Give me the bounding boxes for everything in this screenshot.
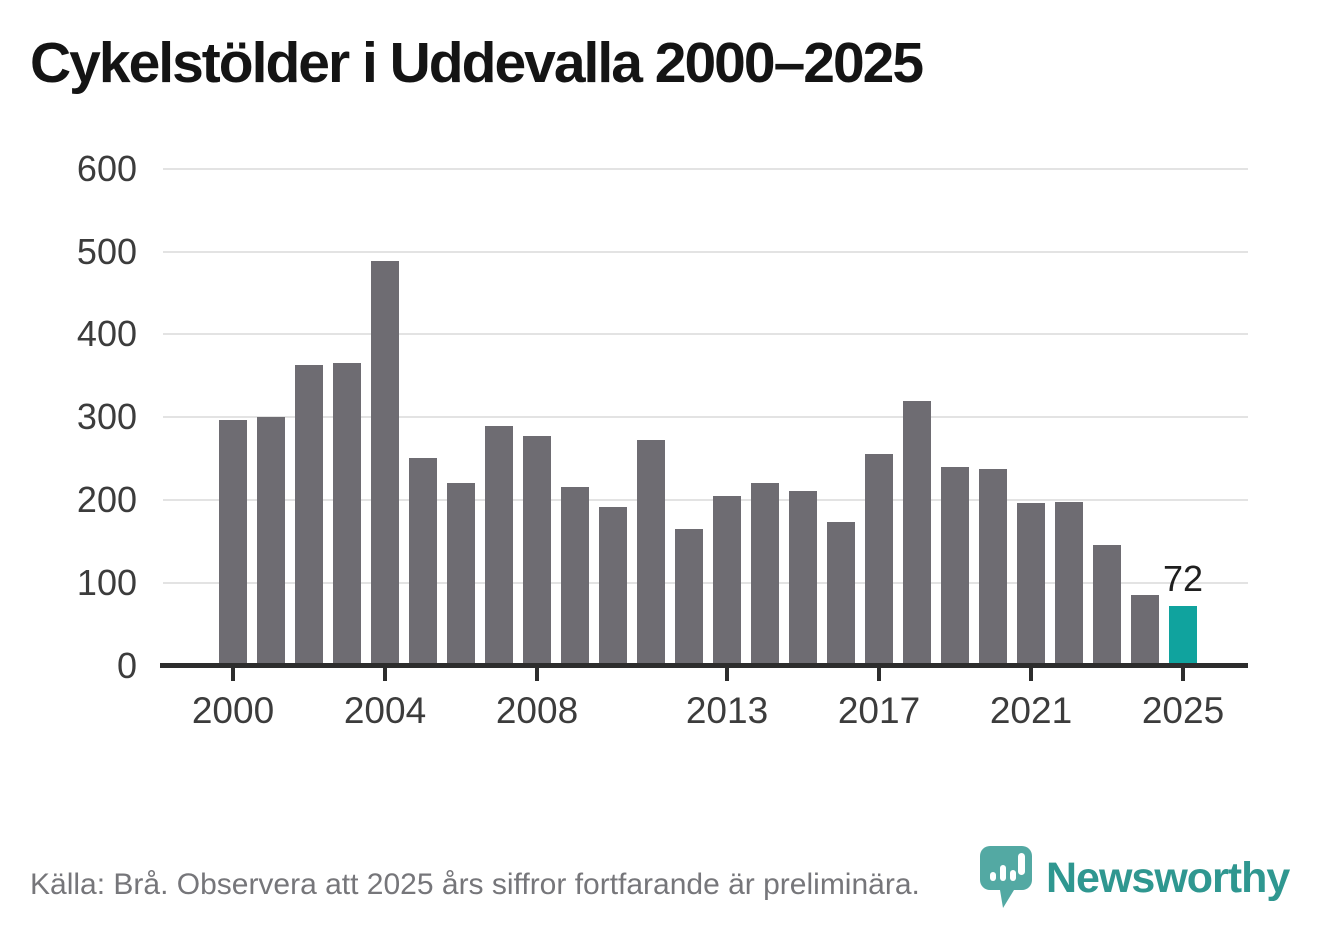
bar-2010 (599, 507, 627, 663)
bar-2003 (333, 362, 361, 663)
gridline-y-400 (163, 333, 1248, 336)
bar-2018 (903, 400, 931, 663)
bar-2016 (827, 522, 855, 663)
bar-2004 (371, 260, 399, 663)
bar-2000 (219, 419, 247, 663)
bar-2001 (257, 417, 285, 663)
gridline-y-500 (163, 250, 1248, 253)
x-axis-label-2004: 2004 (343, 690, 427, 731)
bar-2019 (941, 466, 969, 663)
y-axis-label-200: 200 (76, 478, 137, 520)
gridline-y-100 (163, 581, 1248, 584)
bar-2023 (1093, 545, 1121, 663)
y-axis-label-100: 100 (76, 561, 137, 603)
bar-2014 (751, 482, 779, 663)
bar-2015 (789, 490, 817, 663)
bar-2025 (1169, 605, 1197, 663)
y-axis-label-400: 400 (76, 313, 137, 355)
x-tick-2008 (535, 668, 539, 681)
x-axis-label-2000: 2000 (191, 690, 275, 731)
y-axis-label-500: 500 (76, 230, 137, 272)
gridline-y-200 (163, 498, 1248, 501)
bar-2005 (409, 457, 437, 663)
y-axis-label-0: 0 (116, 644, 137, 686)
bar-2020 (979, 469, 1007, 663)
bar-2021 (1017, 503, 1045, 663)
x-axis-label-2017: 2017 (837, 690, 921, 731)
source-note: Källa: Brå. Observera att 2025 års siffr… (30, 868, 920, 901)
newsworthy-wordmark: Newsworthy (1046, 854, 1290, 902)
x-axis-label-2013: 2013 (685, 690, 769, 731)
bar-2002 (295, 365, 323, 663)
newsworthy-logo: Newsworthy (980, 846, 1290, 910)
data-label-2025: 72 (1162, 557, 1204, 599)
gridline-y-600 (163, 167, 1248, 170)
bar-2012 (675, 528, 703, 663)
gridline-y-300 (163, 416, 1248, 419)
chart-title: Cykelstölder i Uddevalla 2000–2025 (30, 31, 924, 95)
x-axis-label-2025: 2025 (1141, 690, 1225, 731)
y-axis-label-600: 600 (76, 147, 137, 189)
bar-2024 (1131, 595, 1159, 663)
x-tick-2017 (877, 668, 881, 681)
x-axis-label-2008: 2008 (495, 690, 579, 731)
bar-2006 (447, 483, 475, 663)
x-tick-2025 (1181, 668, 1185, 681)
y-axis-label-300: 300 (76, 396, 137, 438)
x-tick-2000 (231, 668, 235, 681)
x-axis-line (160, 663, 1248, 668)
bar-2008 (523, 436, 551, 663)
x-tick-2004 (383, 668, 387, 681)
speech-bubble-bar-chart-icon (980, 846, 1032, 908)
x-tick-2021 (1029, 668, 1033, 681)
bar-2017 (865, 453, 893, 663)
bar-2011 (637, 440, 665, 663)
x-tick-2013 (725, 668, 729, 681)
bar-2022 (1055, 501, 1083, 663)
bar-2007 (485, 426, 513, 663)
bar-2013 (713, 495, 741, 663)
bar-2009 (561, 486, 589, 663)
x-axis-label-2021: 2021 (989, 690, 1073, 731)
